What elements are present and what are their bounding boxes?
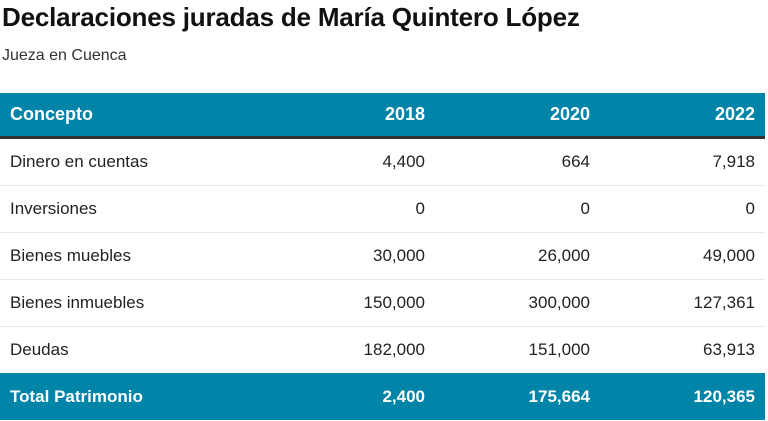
total-row: Total Patrimonio 2,400 175,664 120,365: [0, 373, 765, 420]
cell-2020: 0: [435, 185, 600, 233]
total-2020: 175,664: [528, 386, 590, 406]
declarations-table: Concepto 2018 2020 2022 Dinero en cuenta…: [0, 93, 765, 420]
table-row: Deudas 182,000 151,000 63,913: [0, 327, 765, 374]
row-label: Bienes muebles: [0, 232, 270, 280]
total-label: Total Patrimonio: [10, 386, 143, 406]
column-header-2020: 2020: [435, 93, 600, 139]
row-label: Inversiones: [0, 185, 270, 233]
cell-2022: 0: [600, 185, 765, 233]
table-row: Dinero en cuentas 4,400 664 7,918: [0, 137, 765, 186]
cell-2018: 182,000: [363, 340, 425, 359]
column-header-concepto: Concepto: [0, 93, 270, 139]
page-subtitle: Jueza en Cuenca: [2, 47, 127, 64]
total-2018: 2,400: [382, 386, 425, 406]
row-label: Deudas: [10, 340, 69, 359]
row-label: Dinero en cuentas: [0, 137, 270, 186]
page-title: Declaraciones juradas de María Quintero …: [2, 2, 580, 32]
cell-2022: 127,361: [600, 279, 765, 327]
cell-2018: 4,400: [270, 137, 435, 186]
table-row: Inversiones 0 0 0: [0, 185, 765, 233]
cell-2022: 49,000: [600, 232, 765, 280]
cell-2018: 0: [270, 185, 435, 233]
total-2022: 120,365: [693, 386, 755, 406]
cell-2020: 151,000: [528, 340, 590, 359]
column-header-2022: 2022: [600, 93, 765, 139]
cell-2018: 30,000: [270, 232, 435, 280]
row-label: Bienes inmuebles: [0, 279, 270, 327]
cell-2018: 150,000: [270, 279, 435, 327]
column-header-2018: 2018: [270, 93, 435, 139]
cell-2020: 26,000: [435, 232, 600, 280]
table-header-row: Concepto 2018 2020 2022: [0, 93, 765, 139]
table-row: Bienes muebles 30,000 26,000 49,000: [0, 232, 765, 280]
cell-2022: 7,918: [600, 137, 765, 186]
cell-2020: 664: [435, 137, 600, 186]
cell-2022: 63,913: [703, 340, 755, 359]
cell-2020: 300,000: [435, 279, 600, 327]
table-row: Bienes inmuebles 150,000 300,000 127,361: [0, 279, 765, 327]
